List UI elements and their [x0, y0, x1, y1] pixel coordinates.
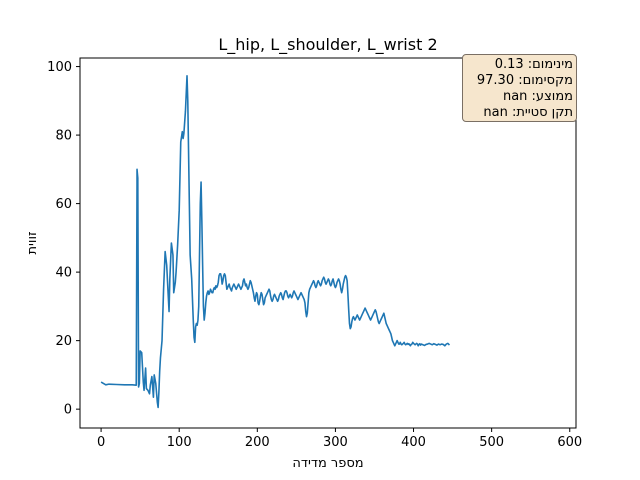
stats-max: מקסימום: 97.30	[476, 73, 573, 88]
stats-mean: ממוצע: nan	[502, 89, 573, 104]
stats-std: תקן סטיית: nan	[483, 105, 573, 120]
y-axis-ticks: 0 20 40 60 80 100	[47, 60, 80, 418]
y-tick-label: 40	[55, 266, 72, 281]
y-tick-label: 60	[55, 197, 72, 212]
x-tick-label: 200	[245, 435, 270, 450]
x-tick-label: 300	[323, 435, 348, 450]
x-tick-label: 400	[401, 435, 426, 450]
y-tick-label: 100	[47, 60, 72, 75]
x-tick-label: 100	[167, 435, 192, 450]
stats-min: מינימום: 0.13	[494, 57, 573, 72]
y-tick-label: 0	[64, 403, 72, 418]
x-tick-label: 600	[557, 435, 582, 450]
plot-frame	[79, 57, 577, 429]
series-line-angle	[100, 75, 451, 409]
y-axis-label: זווית	[25, 231, 40, 254]
chart-title: L_hip, L_shoulder, L_wrist 2	[218, 35, 437, 55]
x-axis-label: מספר מדידה	[292, 456, 363, 471]
y-tick-label: 80	[55, 129, 72, 144]
x-tick-label: 0	[97, 435, 105, 450]
x-tick-label: 500	[479, 435, 504, 450]
y-tick-label: 20	[55, 334, 72, 349]
stats-box: מינימום: 0.13 מקסימום: 97.30 ממוצע: nan …	[462, 54, 577, 122]
x-axis-ticks: 0 100 200 300 400 500 600	[97, 428, 582, 450]
